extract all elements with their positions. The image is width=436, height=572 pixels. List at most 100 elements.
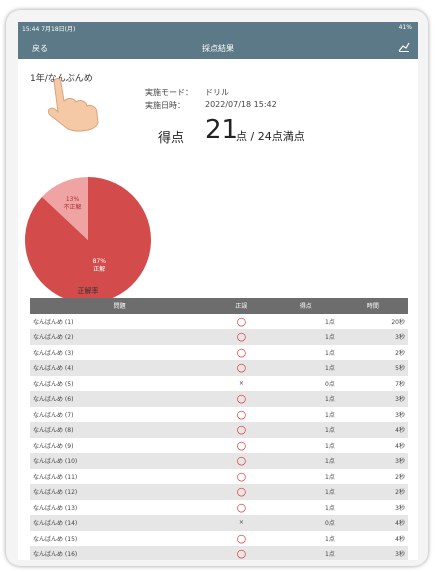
table-cell: 4秒 bbox=[338, 531, 408, 547]
table-row: なんばんめ (6)○1点3秒 bbox=[30, 391, 408, 407]
score-suffix: 点 / 24点満点 bbox=[236, 128, 305, 144]
table-cell: ○ bbox=[209, 500, 273, 516]
table-cell: 2秒 bbox=[338, 345, 408, 361]
table-cell: 1点 bbox=[274, 453, 338, 469]
table-cell: 1点 bbox=[274, 546, 338, 560]
table-cell: ○ bbox=[209, 422, 273, 438]
column-header: 問題 bbox=[30, 298, 209, 314]
table-cell: なんばんめ (1) bbox=[30, 314, 209, 330]
table-cell: なんばんめ (4) bbox=[30, 360, 209, 376]
table-cell: 20秒 bbox=[338, 314, 408, 330]
table-cell: 0点 bbox=[274, 515, 338, 531]
page: 15:44 7月18日(月) 41% 戻る 採点結果 1年/なんぶんめ 実施モー… bbox=[0, 0, 436, 572]
mode: ドリル bbox=[205, 87, 229, 98]
table-cell: ○ bbox=[209, 407, 273, 423]
slice-value-label: 13% bbox=[66, 196, 80, 203]
table-cell: 1点 bbox=[274, 407, 338, 423]
table-cell: 5秒 bbox=[338, 360, 408, 376]
column-header: 時間 bbox=[338, 298, 408, 314]
score-value: 21 bbox=[205, 115, 238, 145]
table-cell: ○ bbox=[209, 314, 273, 330]
table-cell: 3秒 bbox=[338, 329, 408, 345]
table-cell: なんばんめ (7) bbox=[30, 407, 209, 423]
table-cell: 2秒 bbox=[338, 484, 408, 500]
table-cell: なんばんめ (14) bbox=[30, 515, 209, 531]
table-cell: ○ bbox=[209, 484, 273, 500]
table-cell: なんばんめ (16) bbox=[30, 546, 209, 560]
table-cell: 1点 bbox=[274, 531, 338, 547]
slice-label: 正解 bbox=[93, 265, 105, 273]
table-cell: ○ bbox=[209, 453, 273, 469]
table-cell: ○ bbox=[209, 531, 273, 547]
table-cell: なんばんめ (2) bbox=[30, 329, 209, 345]
column-header: 得点 bbox=[274, 298, 338, 314]
table-cell: × bbox=[209, 376, 273, 392]
table-cell: なんばんめ (9) bbox=[30, 438, 209, 454]
table-cell: なんばんめ (15) bbox=[30, 531, 209, 547]
table-row: なんばんめ (11)○1点2秒 bbox=[30, 469, 408, 485]
table-cell: なんばんめ (6) bbox=[30, 391, 209, 407]
table-cell: ○ bbox=[209, 329, 273, 345]
table-cell: 3秒 bbox=[338, 546, 408, 560]
table-cell: 4秒 bbox=[338, 422, 408, 438]
table-cell: 3秒 bbox=[338, 500, 408, 516]
table-cell: 3秒 bbox=[338, 407, 408, 423]
table-cell: 1点 bbox=[274, 484, 338, 500]
table-cell: 1点 bbox=[274, 360, 338, 376]
column-header: 正誤 bbox=[209, 298, 273, 314]
table-cell: 2秒 bbox=[338, 469, 408, 485]
table-cell: なんばんめ (12) bbox=[30, 484, 209, 500]
table-cell: ○ bbox=[209, 345, 273, 361]
table-cell: 1点 bbox=[274, 314, 338, 330]
score-label: 得点 bbox=[158, 127, 184, 146]
table-cell: なんばんめ (3) bbox=[30, 345, 209, 361]
table-cell: なんばんめ (10) bbox=[30, 453, 209, 469]
date-label: 実施日時： bbox=[145, 100, 185, 111]
table-cell: 1点 bbox=[274, 500, 338, 516]
chart-icon[interactable] bbox=[398, 41, 410, 52]
table-cell: 3秒 bbox=[338, 453, 408, 469]
table-cell: なんばんめ (5) bbox=[30, 376, 209, 392]
table-cell: × bbox=[209, 515, 273, 531]
mode-label: 実施モード： bbox=[145, 87, 193, 98]
table-header: 問題正誤得点時間 bbox=[30, 298, 408, 314]
table-cell: 1点 bbox=[274, 345, 338, 361]
table-cell: ○ bbox=[209, 546, 273, 560]
header-title: 採点結果 bbox=[18, 43, 418, 54]
table-cell: ○ bbox=[209, 469, 273, 485]
table-cell: 7秒 bbox=[338, 376, 408, 392]
table-cell: 1点 bbox=[274, 422, 338, 438]
table-cell: 1点 bbox=[274, 329, 338, 345]
status-time: 15:44 7月18日(月) bbox=[22, 24, 75, 33]
table-cell: 3秒 bbox=[338, 391, 408, 407]
date: 2022/07/18 15:42 bbox=[205, 100, 277, 109]
table-cell: なんばんめ (8) bbox=[30, 422, 209, 438]
table-cell: 4秒 bbox=[338, 515, 408, 531]
table-cell: なんばんめ (13) bbox=[30, 500, 209, 516]
chart-title: 正解率 bbox=[78, 286, 99, 295]
table-cell: ○ bbox=[209, 360, 273, 376]
header-bar: 15:44 7月18日(月) 41% 戻る 採点結果 bbox=[18, 22, 418, 59]
table-cell: ○ bbox=[209, 391, 273, 407]
table-cell: なんばんめ (11) bbox=[30, 469, 209, 485]
slice-label: 不正解 bbox=[63, 203, 81, 211]
slice-value-label: 87% bbox=[93, 258, 107, 265]
table-cell: 4秒 bbox=[338, 438, 408, 454]
table-cell: 1点 bbox=[274, 438, 338, 454]
